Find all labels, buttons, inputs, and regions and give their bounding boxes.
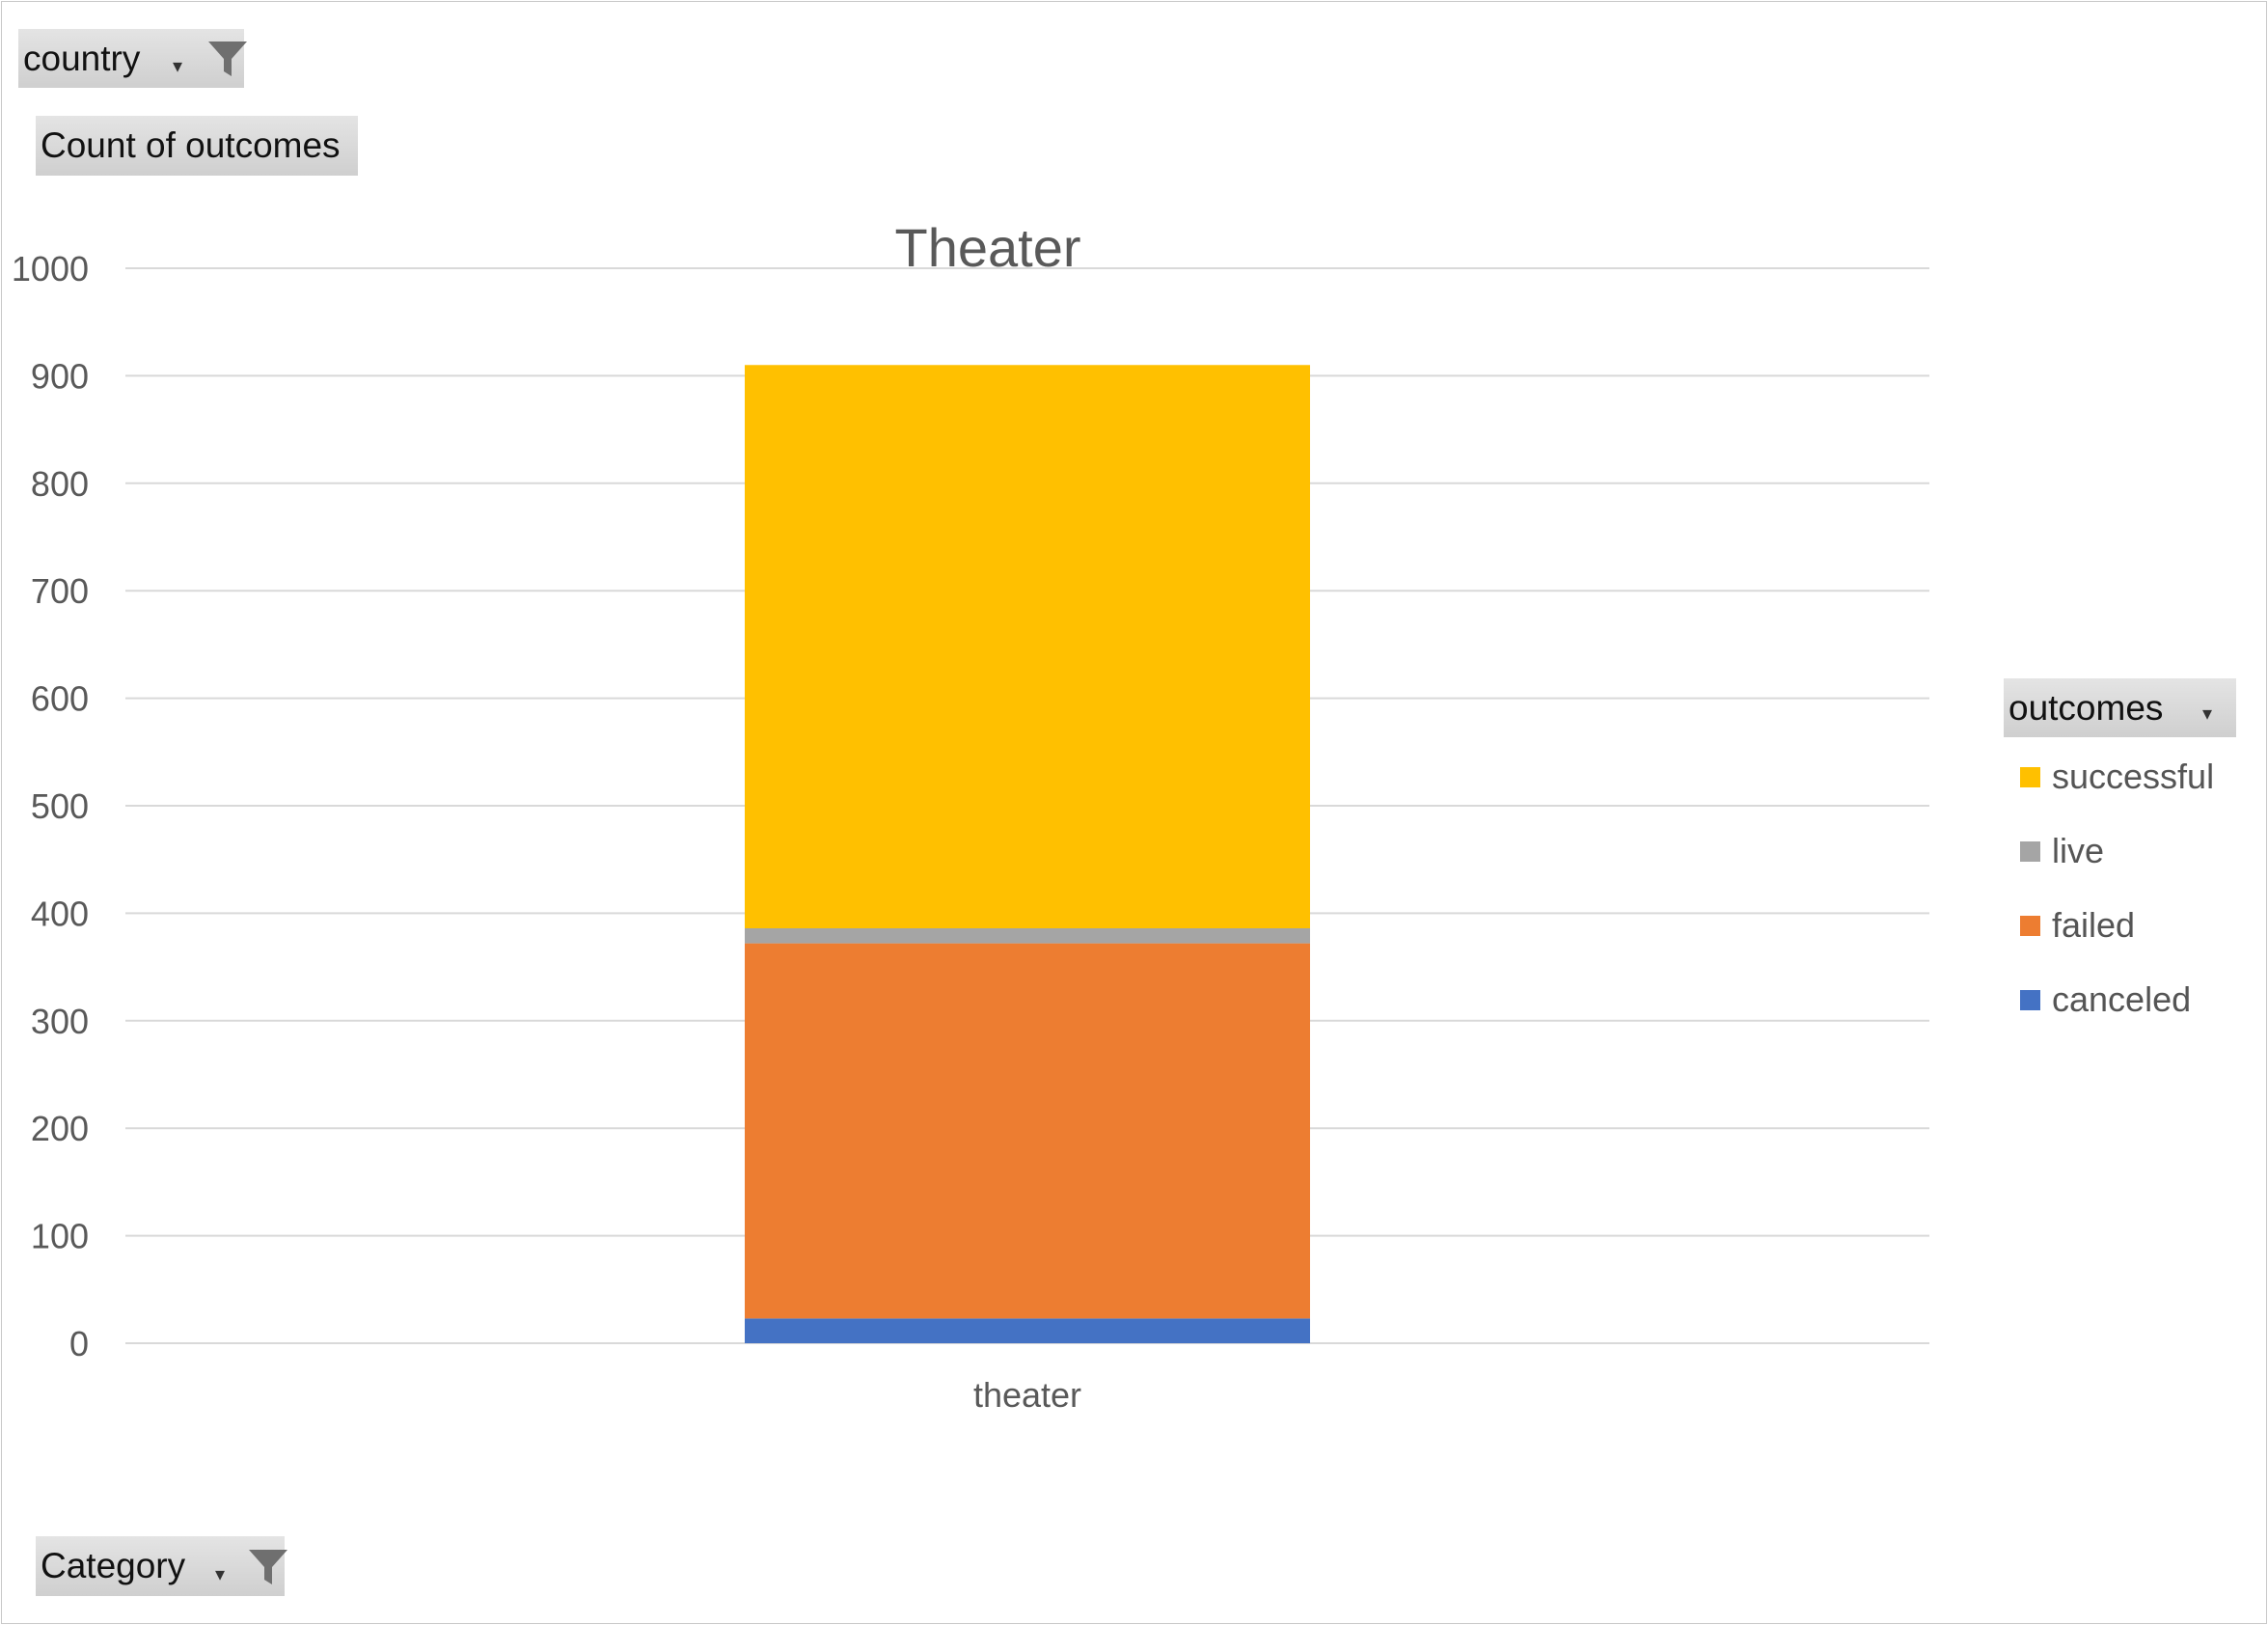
y-tick-label: 200 xyxy=(31,1109,89,1148)
chart-title: Theater xyxy=(895,217,1081,278)
legend-swatch xyxy=(2020,989,2040,1010)
funnel-icon xyxy=(249,1550,287,1584)
dropdown-arrow-icon: ▾ xyxy=(215,1564,226,1585)
country-filter-label: country xyxy=(23,38,141,78)
bar-segment-canceled[interactable] xyxy=(745,1318,1310,1343)
legend-swatch xyxy=(2020,840,2040,862)
value-field-button[interactable]: Count of outcomes xyxy=(36,116,358,176)
legend-item-live[interactable]: live xyxy=(2020,831,2104,871)
bar-segment-live[interactable] xyxy=(745,927,1310,944)
y-tick-label: 800 xyxy=(31,464,89,504)
y-tick-label: 600 xyxy=(31,679,89,719)
bar-segment-failed[interactable] xyxy=(745,943,1310,1319)
bar-segment-successful[interactable] xyxy=(745,365,1310,928)
legend-label: live xyxy=(2052,831,2105,870)
country-filter-button[interactable]: country ▾ xyxy=(18,29,247,88)
y-tick-label: 1000 xyxy=(12,249,89,289)
category-filter-label: Category xyxy=(41,1546,186,1585)
legend-label: failed xyxy=(2052,905,2136,945)
y-tick-label: 700 xyxy=(31,571,89,611)
y-tick-label: 500 xyxy=(31,786,89,826)
y-tick-label: 100 xyxy=(31,1217,89,1256)
legend-label: successful xyxy=(2052,757,2215,796)
value-field-label: Count of outcomes xyxy=(41,125,341,165)
y-tick-label: 300 xyxy=(31,1002,89,1041)
dropdown-arrow-icon: ▾ xyxy=(173,56,183,77)
outcomes-field-label: outcomes xyxy=(2008,687,2164,728)
legend-swatch xyxy=(2020,766,2040,787)
funnel-icon xyxy=(208,41,247,76)
category-filter-button[interactable]: Category ▾ xyxy=(36,1536,287,1596)
x-tick-label: theater xyxy=(973,1375,1081,1415)
legend-item-failed[interactable]: failed xyxy=(2020,905,2135,946)
y-tick-label: 900 xyxy=(31,356,89,396)
y-tick-label: 0 xyxy=(69,1324,89,1363)
legend-swatch xyxy=(2020,915,2040,936)
legend-item-canceled[interactable]: canceled xyxy=(2020,979,2191,1020)
dropdown-arrow-icon: ▾ xyxy=(2202,703,2213,725)
legend-item-successful[interactable]: successful xyxy=(2020,757,2214,797)
legend-label: canceled xyxy=(2052,979,2192,1019)
outcomes-legend-field-button[interactable]: outcomes ▾ xyxy=(2004,678,2236,737)
y-tick-label: 400 xyxy=(31,894,89,933)
